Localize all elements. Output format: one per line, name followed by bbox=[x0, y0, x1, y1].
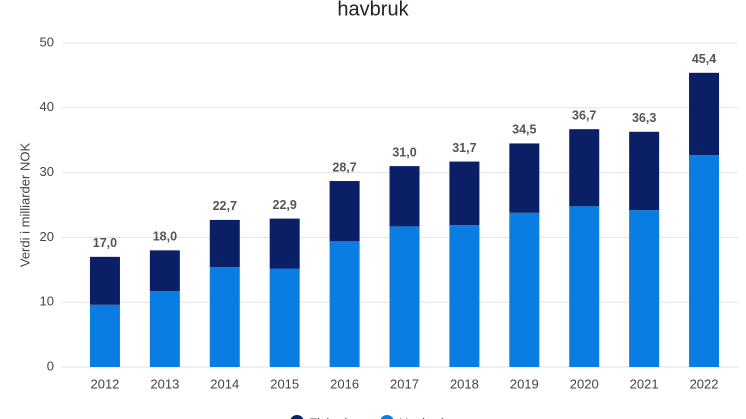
bar-segment bbox=[509, 212, 540, 367]
legend-label: Havbruk bbox=[399, 415, 448, 419]
total-label: 18,0 bbox=[153, 230, 177, 244]
bar-segment bbox=[89, 256, 120, 305]
total-label: 31,0 bbox=[392, 145, 416, 159]
bar-segment bbox=[149, 291, 180, 367]
bar-segment bbox=[329, 181, 360, 242]
x-tick-label: 2017 bbox=[390, 376, 419, 391]
bar-segment bbox=[689, 155, 720, 367]
bar-segment bbox=[449, 225, 480, 367]
x-tick-label: 2018 bbox=[450, 376, 479, 391]
y-tick-label: 20 bbox=[40, 229, 54, 244]
legend-marker bbox=[290, 415, 304, 419]
y-tick-label: 10 bbox=[40, 294, 54, 309]
total-label: 22,9 bbox=[273, 198, 297, 212]
y-tick-label: 40 bbox=[40, 99, 54, 114]
x-tick-label: 2015 bbox=[270, 376, 299, 391]
total-label: 34,5 bbox=[512, 123, 536, 137]
bar-segment bbox=[329, 241, 360, 367]
bar-segment bbox=[389, 226, 420, 367]
total-label: 36,3 bbox=[632, 111, 656, 125]
y-tick-label: 30 bbox=[40, 164, 54, 179]
bar-segment bbox=[209, 267, 240, 367]
bar-segment bbox=[89, 304, 120, 367]
y-tick-label: 50 bbox=[40, 34, 54, 49]
x-tick-label: 2019 bbox=[510, 376, 539, 391]
x-tick-label: 2013 bbox=[150, 376, 179, 391]
x-tick-label: 2014 bbox=[210, 376, 239, 391]
total-label: 36,7 bbox=[572, 108, 596, 122]
bar-segment bbox=[149, 250, 180, 292]
chart-title: havbruk bbox=[337, 0, 409, 20]
bar-segment bbox=[269, 268, 300, 367]
bar-segment bbox=[269, 218, 300, 269]
legend-marker bbox=[380, 415, 394, 419]
bar-segment bbox=[569, 206, 600, 367]
bar-segment bbox=[569, 129, 600, 207]
bar-segment bbox=[629, 210, 660, 367]
total-label: 31,7 bbox=[452, 141, 476, 155]
bar-segment bbox=[509, 143, 540, 213]
bar-segment bbox=[689, 72, 720, 156]
bar-segment bbox=[449, 161, 480, 226]
x-tick-label: 2022 bbox=[690, 376, 719, 391]
total-label: 17,0 bbox=[93, 236, 117, 250]
total-label: 45,4 bbox=[692, 52, 716, 66]
x-tick-label: 2021 bbox=[630, 376, 659, 391]
total-label: 28,7 bbox=[332, 160, 356, 174]
bar-segment bbox=[209, 219, 240, 268]
x-tick-label: 2016 bbox=[330, 376, 359, 391]
total-label: 22,7 bbox=[213, 199, 237, 213]
legend-label: Fiskeri bbox=[309, 415, 347, 419]
x-tick-label: 2012 bbox=[90, 376, 119, 391]
x-tick-label: 2020 bbox=[570, 376, 599, 391]
y-tick-label: 0 bbox=[47, 358, 54, 373]
bar-segment bbox=[389, 166, 420, 227]
y-axis-label: Verdi i milliarder NOK bbox=[17, 143, 32, 268]
bar-segment bbox=[629, 131, 660, 211]
